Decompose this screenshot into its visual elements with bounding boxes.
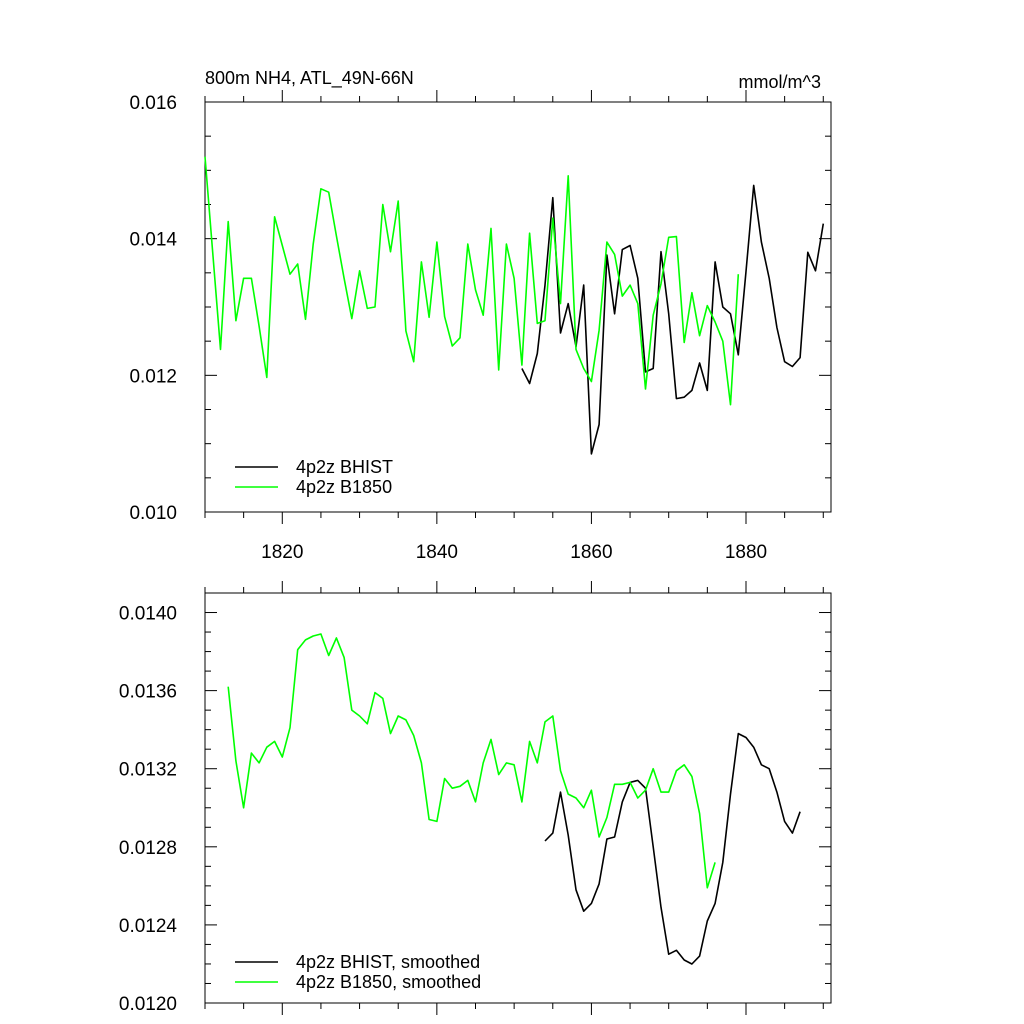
y-tick-label: 0.0124 xyxy=(119,916,178,937)
y-tick-label: 0.0140 xyxy=(119,604,177,625)
bottom-panel: 0.0120 0.0124 0.0128 0.0132 0.0136 0.0140 4p2z… xyxy=(119,581,832,1015)
y-tick-label: 0.010 xyxy=(129,503,177,524)
x-tick-label: 1840 xyxy=(416,542,458,563)
chart-title: 800m NH4, ATL_49N-66N xyxy=(205,68,414,89)
plot-frame xyxy=(204,592,832,1004)
series-line-0 xyxy=(521,184,825,455)
series-line-0 xyxy=(544,732,801,965)
y-tick-label: 0.014 xyxy=(129,230,177,251)
series-line-1 xyxy=(227,633,716,889)
y-tick-label: 0.012 xyxy=(129,366,177,387)
y-tick-label: 0.0136 xyxy=(119,682,177,703)
top-panel: 0.010 0.012 0.014 0.016 1820 1840 1860 1880 800m… xyxy=(129,68,832,563)
series-line-1 xyxy=(204,156,740,406)
legend-label: 4p2z BHIST xyxy=(296,457,393,477)
x-tick-label: 1860 xyxy=(570,542,612,563)
units-label: mmol/m^3 xyxy=(739,72,821,92)
legend-label: 4p2z B1850 xyxy=(296,477,392,497)
x-tick-label: 1880 xyxy=(725,542,767,563)
legend-label: 4p2z B1850, smoothed xyxy=(296,972,481,992)
y-tick-label: 0.0128 xyxy=(119,838,177,859)
y-tick-label: 0.0120 xyxy=(119,994,177,1015)
x-tick-label: 1820 xyxy=(261,542,303,563)
y-tick-label: 0.0132 xyxy=(119,760,177,781)
legend-label: 4p2z BHIST, smoothed xyxy=(296,952,480,972)
y-tick-label: 0.016 xyxy=(129,93,177,114)
